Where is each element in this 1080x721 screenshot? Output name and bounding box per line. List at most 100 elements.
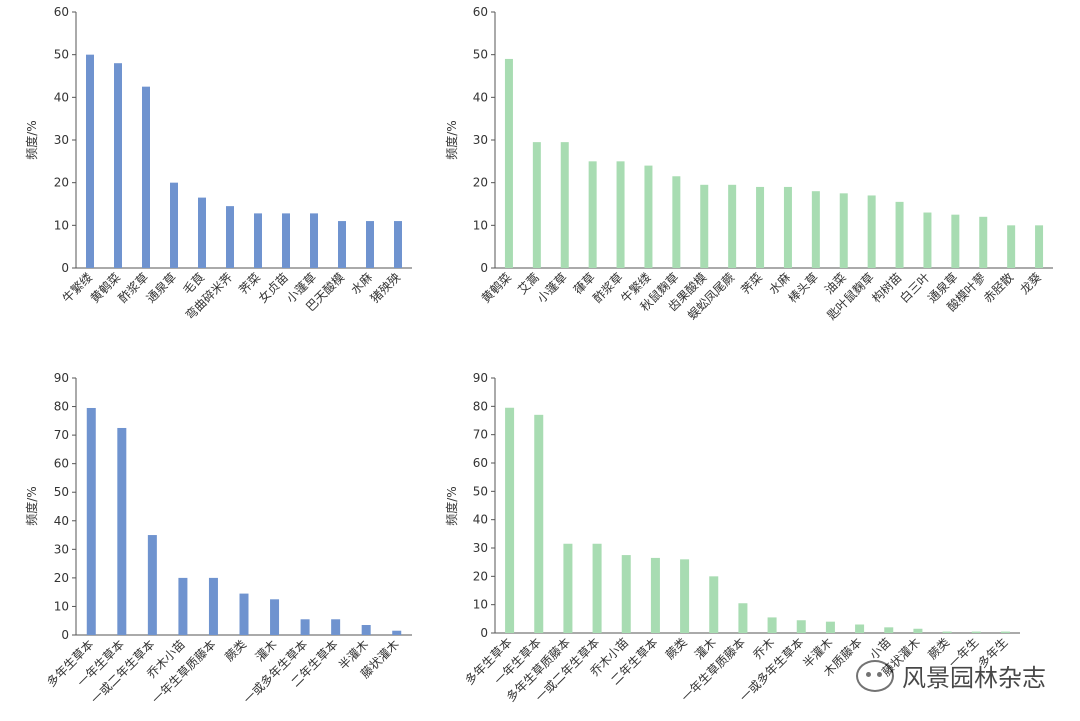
- y-tick-label: 10: [54, 218, 69, 232]
- bar-1: [505, 407, 515, 633]
- category-label: 小蓬草: [535, 270, 570, 305]
- bar-11: [796, 620, 806, 633]
- bar-5: [198, 197, 206, 268]
- y-tick-label: 30: [473, 133, 488, 147]
- bar-17: [951, 214, 960, 268]
- bar-6: [226, 206, 234, 268]
- category-label: 酢浆草: [115, 270, 151, 306]
- y-tick-label: 10: [473, 598, 488, 612]
- y-tick-label: 60: [54, 5, 69, 19]
- watermark-text: 风景园林杂志: [902, 664, 1046, 692]
- wechat-icon: [856, 659, 894, 692]
- y-tick-label: 0: [480, 626, 488, 640]
- watermark: 风景园林杂志: [856, 658, 1046, 693]
- bar-16: [942, 631, 952, 633]
- bar-4: [178, 577, 188, 635]
- bar-8: [282, 213, 290, 268]
- bar-6: [650, 557, 660, 633]
- bar-9: [331, 619, 341, 635]
- bar-8: [709, 576, 719, 633]
- bar-4: [170, 182, 178, 268]
- bar-10: [756, 186, 765, 268]
- y-tick-label: 60: [473, 5, 488, 19]
- y-tick-label: 0: [61, 261, 69, 275]
- bar-8: [300, 619, 310, 635]
- category-label: 通泉草: [144, 270, 179, 305]
- y-tick-label: 40: [473, 513, 488, 527]
- bar-9: [310, 213, 318, 268]
- bar-18: [1000, 631, 1010, 633]
- y-tick-label: 30: [473, 541, 488, 555]
- bar-8: [700, 184, 709, 268]
- category-label: 构树苗: [869, 270, 905, 306]
- bar-16: [923, 212, 932, 268]
- bar-11: [366, 221, 374, 268]
- y-axis-title: 频度/%: [444, 486, 459, 525]
- y-tick-label: 30: [54, 542, 69, 556]
- y-tick-label: 60: [473, 456, 488, 470]
- bar-2: [117, 427, 127, 635]
- bar-18: [979, 216, 988, 268]
- bar-2: [534, 414, 544, 633]
- bar-6: [644, 165, 653, 268]
- bar-14: [884, 627, 894, 633]
- bar-6: [239, 593, 249, 635]
- bar-3: [142, 86, 150, 269]
- bar-11: [392, 630, 402, 635]
- y-tick-label: 80: [473, 399, 488, 413]
- bar-2: [532, 142, 541, 268]
- y-tick-label: 20: [473, 176, 488, 190]
- bar-19: [1007, 225, 1016, 268]
- y-tick-label: 20: [54, 571, 69, 585]
- chart-panel-4: 0102030405060708090频度/%多年生草本一年生草本多年生草质藤本…: [444, 371, 1020, 705]
- bar-5: [616, 161, 625, 268]
- y-tick-label: 60: [54, 457, 69, 471]
- bar-20: [1035, 225, 1044, 268]
- y-tick-label: 50: [54, 485, 69, 499]
- y-tick-label: 90: [54, 371, 69, 385]
- bar-7: [672, 176, 681, 268]
- y-axis-title: 频度/%: [444, 120, 459, 159]
- bar-7: [680, 559, 690, 633]
- y-tick-label: 40: [473, 90, 488, 104]
- bar-9: [728, 184, 737, 268]
- y-tick-label: 50: [473, 484, 488, 498]
- bar-5: [208, 577, 218, 635]
- y-tick-label: 0: [61, 628, 69, 642]
- y-tick-label: 70: [473, 428, 488, 442]
- y-tick-label: 40: [54, 90, 69, 104]
- bar-1: [504, 58, 513, 268]
- y-tick-label: 50: [54, 48, 69, 62]
- bar-14: [867, 195, 876, 268]
- y-axis-title: 频度/%: [24, 120, 39, 159]
- category-label: 酢浆草: [590, 270, 626, 306]
- bar-13: [855, 624, 865, 633]
- category-label: 黄鹌菜: [87, 270, 123, 306]
- chart-panel-3: 0102030405060708090频度/%多年生草本一年生草本一或二年生草本…: [24, 371, 412, 707]
- category-label: 女贞苗: [255, 270, 291, 306]
- bar-10: [361, 625, 371, 635]
- bar-1: [86, 54, 94, 268]
- bar-15: [895, 201, 904, 268]
- bar-5: [621, 555, 631, 633]
- category-label: 灌木: [253, 637, 280, 664]
- bar-12: [825, 621, 835, 633]
- bar-7: [254, 213, 262, 268]
- bar-17: [971, 631, 981, 633]
- bar-12: [394, 221, 402, 268]
- bar-3: [147, 535, 157, 635]
- bar-2: [114, 63, 122, 269]
- y-tick-label: 10: [54, 599, 69, 613]
- bar-4: [592, 543, 602, 633]
- y-tick-label: 30: [54, 133, 69, 147]
- category-label: 猪殃殃: [367, 270, 403, 306]
- y-tick-label: 70: [54, 428, 69, 442]
- bar-7: [270, 599, 280, 635]
- category-label: 赤胫散: [980, 270, 1016, 306]
- y-tick-label: 80: [54, 400, 69, 414]
- category-label: 棒头草: [786, 270, 821, 305]
- category-label: 荠菜: [738, 270, 765, 297]
- y-tick-label: 50: [473, 48, 488, 62]
